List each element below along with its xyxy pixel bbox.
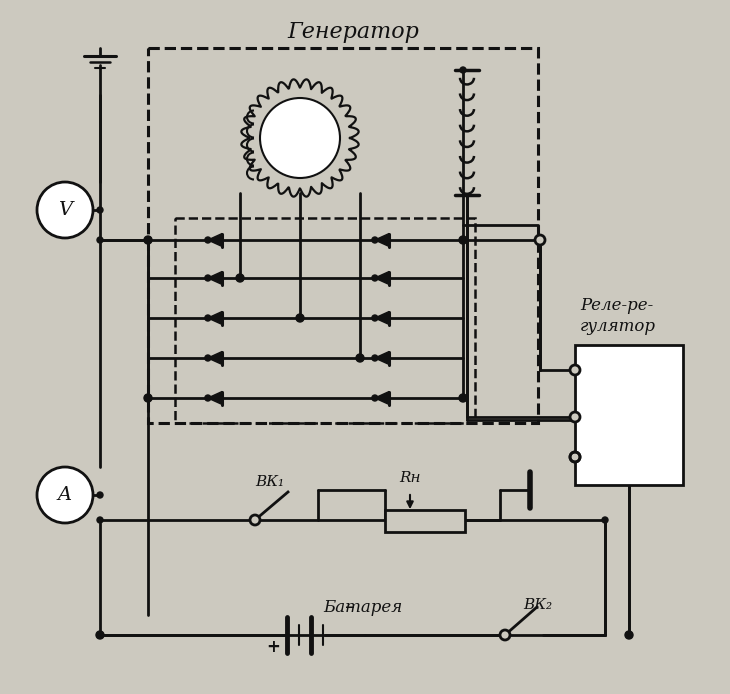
- Circle shape: [535, 235, 545, 245]
- Circle shape: [97, 207, 103, 213]
- Circle shape: [97, 492, 103, 498]
- Circle shape: [37, 182, 93, 238]
- Text: Rн: Rн: [399, 471, 420, 485]
- Circle shape: [296, 314, 304, 322]
- Polygon shape: [208, 312, 222, 325]
- Circle shape: [205, 237, 211, 243]
- Circle shape: [625, 631, 633, 639]
- Circle shape: [570, 452, 580, 462]
- Circle shape: [96, 631, 104, 639]
- Polygon shape: [208, 233, 222, 246]
- Circle shape: [372, 275, 378, 281]
- Circle shape: [250, 515, 260, 525]
- Text: ВК₁: ВК₁: [255, 475, 285, 489]
- Circle shape: [372, 355, 378, 361]
- Circle shape: [459, 394, 467, 402]
- Circle shape: [97, 517, 103, 523]
- Circle shape: [372, 237, 378, 243]
- Circle shape: [205, 275, 211, 281]
- Circle shape: [460, 67, 466, 73]
- Circle shape: [144, 236, 152, 244]
- Text: Реле-ре-
гулятор: Реле-ре- гулятор: [580, 297, 656, 335]
- Text: –: –: [345, 598, 355, 616]
- Text: A: A: [58, 486, 72, 504]
- Circle shape: [260, 98, 340, 178]
- Polygon shape: [374, 391, 389, 405]
- Circle shape: [97, 237, 103, 243]
- Bar: [385, 510, 465, 532]
- Polygon shape: [374, 312, 389, 325]
- Text: ВК₂: ВК₂: [523, 598, 552, 612]
- Circle shape: [205, 395, 211, 401]
- Polygon shape: [374, 233, 389, 246]
- Text: В: В: [593, 408, 606, 426]
- Polygon shape: [208, 391, 222, 405]
- Polygon shape: [208, 271, 222, 285]
- Polygon shape: [374, 271, 389, 285]
- Circle shape: [570, 452, 580, 462]
- Bar: [575, 345, 683, 485]
- Text: V: V: [58, 201, 72, 219]
- Circle shape: [145, 237, 151, 243]
- Bar: [175, 218, 475, 423]
- Circle shape: [356, 354, 364, 362]
- Circle shape: [236, 274, 244, 282]
- Bar: [148, 48, 538, 423]
- Circle shape: [459, 236, 467, 244]
- Circle shape: [205, 355, 211, 361]
- Text: М: М: [593, 448, 612, 466]
- Circle shape: [372, 395, 378, 401]
- Polygon shape: [374, 351, 389, 364]
- Circle shape: [205, 315, 211, 321]
- Circle shape: [500, 630, 510, 640]
- Circle shape: [570, 365, 580, 375]
- Circle shape: [37, 467, 93, 523]
- Text: Генератор: Генератор: [287, 21, 419, 43]
- Circle shape: [372, 315, 378, 321]
- Circle shape: [570, 412, 580, 422]
- Polygon shape: [208, 351, 222, 364]
- Text: Батарея: Батарея: [323, 598, 402, 616]
- Text: Ш: Ш: [593, 361, 613, 379]
- Circle shape: [602, 517, 608, 523]
- Circle shape: [145, 395, 151, 401]
- Text: +: +: [266, 638, 280, 656]
- Circle shape: [144, 394, 152, 402]
